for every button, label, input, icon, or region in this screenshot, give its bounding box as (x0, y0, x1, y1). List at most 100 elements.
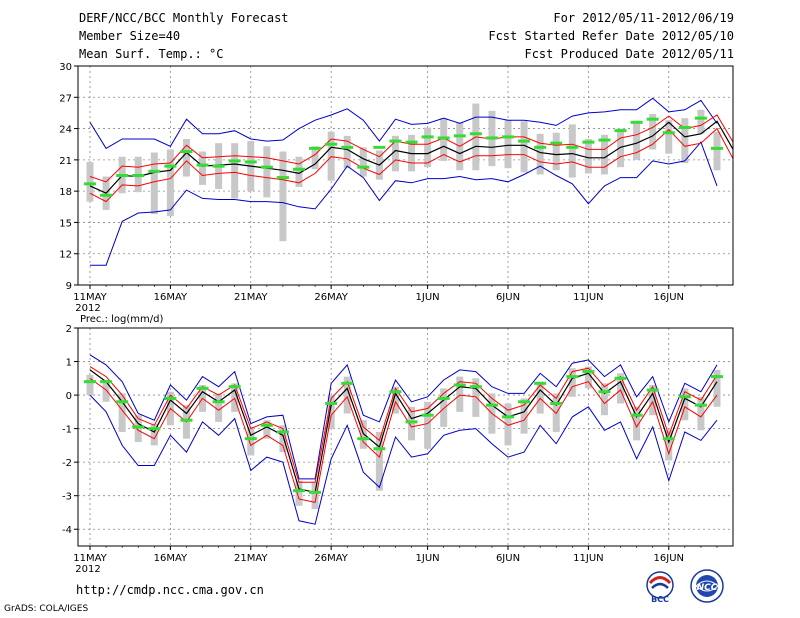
chart-title: DERF/NCC/BCC Monthly Forecast (79, 11, 289, 25)
fcst-produced-date: Fcst Produced Date 2012/05/11 (524, 47, 734, 61)
temperature-frame (77, 65, 734, 286)
x-tick-label: 26MAY (314, 292, 348, 303)
obs-marker (116, 400, 129, 404)
obs-marker (469, 385, 482, 389)
y-tick-label: 0 (66, 391, 72, 402)
spread-box (665, 430, 673, 461)
x-tick-label: 16JUN (654, 553, 684, 564)
obs-marker (566, 375, 579, 379)
spread-box (520, 121, 528, 173)
spread-box (375, 431, 383, 491)
spread-box (440, 388, 448, 427)
y-tick-label: 1 (66, 358, 72, 369)
upper-spread-line (89, 114, 734, 183)
x-tick-label: 11MAY (73, 553, 107, 564)
obs-marker (437, 136, 450, 140)
obs-marker (518, 400, 531, 404)
obs-marker (164, 164, 177, 168)
obs-marker (485, 403, 498, 407)
x-tick-label: 16MAY (154, 292, 188, 303)
obs-marker (694, 403, 707, 407)
precip-title: Prec.: log(mm/d) (80, 314, 163, 325)
y-tick-label: 27 (59, 93, 72, 104)
svg-text:NCC: NCC (697, 583, 718, 593)
spread-box (343, 135, 351, 169)
obs-marker (244, 437, 257, 441)
obs-marker (598, 390, 611, 394)
obs-marker (260, 423, 273, 427)
lower-envelope-line (90, 141, 718, 266)
spread-box (247, 426, 255, 456)
fcst-started-date: Fcst Started Refer Date 2012/05/10 (488, 29, 734, 43)
spread-box (633, 122, 641, 160)
x-tick-label: 16JUN (654, 292, 684, 303)
x-tick-year: 2012 (75, 303, 100, 314)
obs-marker (405, 420, 418, 424)
y-tick-label: -3 (62, 492, 72, 503)
spread-box (118, 393, 126, 432)
spread-box (456, 376, 464, 412)
upper-envelope-line (89, 354, 718, 480)
obs-marker (550, 141, 563, 145)
obs-marker (276, 430, 289, 434)
forecast-period: For 2012/05/11-2012/06/19 (553, 11, 734, 25)
lower-spread-line (89, 377, 718, 503)
obs-marker (421, 413, 434, 417)
obs-marker (502, 415, 514, 419)
obs-marker (325, 142, 338, 146)
spread-box (391, 386, 399, 414)
obs-marker (309, 146, 322, 150)
obs-marker (678, 395, 691, 399)
x-tick-label: 6JUN (496, 292, 520, 303)
obs-marker (212, 400, 225, 404)
obs-marker (389, 390, 402, 394)
spread-box (568, 368, 576, 397)
obs-marker (196, 163, 209, 167)
spread-box (665, 120, 673, 154)
obs-marker (196, 386, 209, 390)
y-tick-label: 15 (59, 218, 72, 229)
y-tick-label: 2 (66, 324, 72, 335)
x-tick-label: 6JUN (496, 553, 520, 564)
obs-marker (180, 150, 193, 154)
upper-spread-line (89, 366, 718, 483)
obs-marker (534, 145, 547, 149)
y-tick-label: 9 (66, 281, 72, 292)
obs-marker (662, 437, 675, 441)
lower-spread-line (89, 127, 734, 203)
obs-marker (116, 174, 129, 177)
x-tick-label: 1JUN (416, 553, 440, 564)
x-tick-label: 11MAY (73, 292, 107, 303)
spread-box (649, 385, 657, 416)
spread-box (391, 135, 399, 172)
obs-marker (453, 383, 466, 387)
obs-marker (276, 176, 289, 180)
obs-marker (100, 193, 113, 197)
obs-marker (244, 160, 257, 164)
spread-box (504, 403, 512, 446)
obs-marker (711, 375, 723, 379)
y-tick-label: 12 (59, 250, 72, 261)
obs-marker (228, 385, 241, 389)
spread-box (536, 381, 544, 414)
spread-box (584, 139, 592, 174)
source-url[interactable]: http://cmdp.ncc.cma.gov.cn (76, 583, 264, 597)
upper-envelope-line (89, 97, 718, 150)
spread-box (102, 379, 110, 402)
obs-marker (630, 413, 643, 417)
spread-box (311, 482, 319, 510)
obs-marker (260, 165, 273, 169)
x-tick-label: 21MAY (234, 553, 268, 564)
spread-box (279, 151, 287, 242)
spread-box (327, 395, 335, 429)
obs-marker (469, 132, 482, 136)
spread-box (504, 120, 512, 169)
obs-marker (357, 437, 370, 441)
spread-box (343, 376, 351, 414)
obs-marker (84, 182, 96, 186)
spread-box (182, 139, 190, 177)
obs-marker (662, 131, 675, 135)
spread-box (199, 151, 207, 185)
ensemble-mean-line (89, 369, 718, 494)
